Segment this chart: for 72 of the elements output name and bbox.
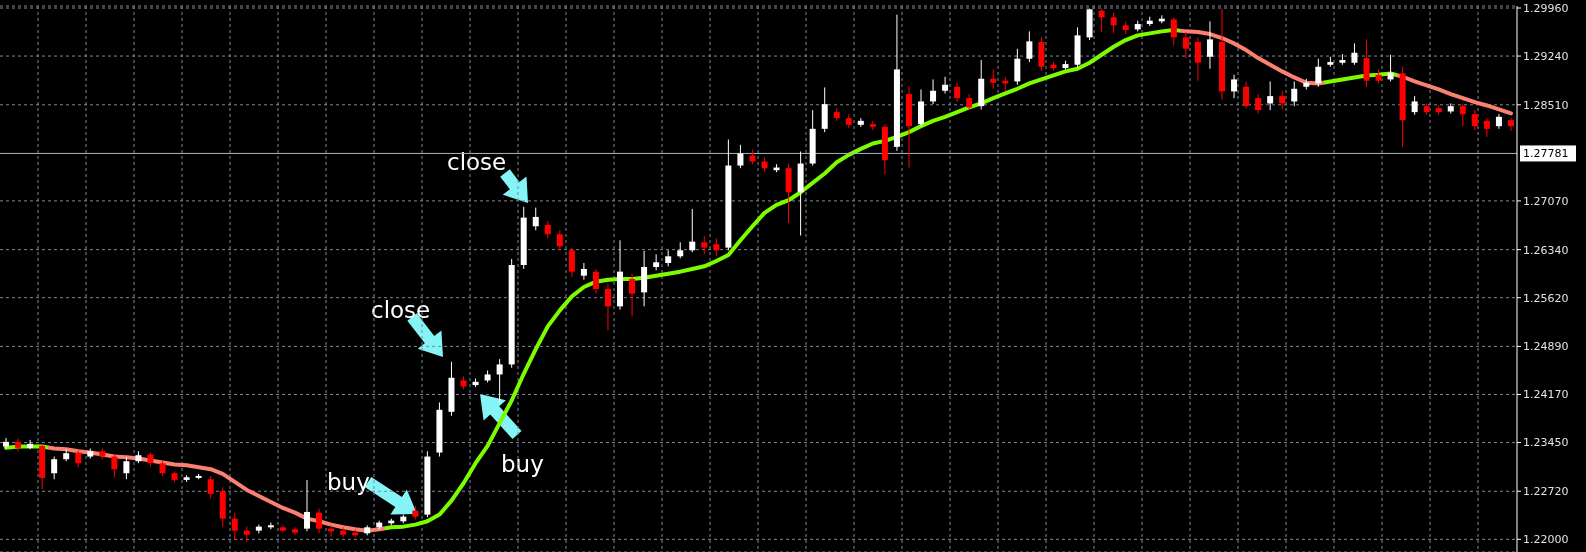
candlestick	[3, 437, 9, 450]
candlestick	[231, 512, 238, 540]
y-tick-label: 1.29240	[1523, 49, 1569, 63]
candlestick	[279, 524, 286, 534]
candlestick	[954, 82, 961, 103]
candlestick	[713, 237, 720, 257]
y-tick-label: 1.29960	[1523, 1, 1569, 15]
y-tick-label: 1.25620	[1523, 291, 1569, 305]
candlestick	[592, 268, 599, 295]
y-tick-label: 1.26340	[1523, 243, 1569, 257]
candlestick	[1483, 117, 1490, 138]
candlestick	[51, 456, 58, 480]
candlestick	[556, 229, 563, 251]
y-tick-label: 1.24890	[1523, 340, 1569, 354]
candlestick	[316, 508, 323, 534]
candlestick	[918, 88, 925, 128]
candlestick	[1315, 58, 1322, 88]
candlestick	[1194, 36, 1201, 82]
candlestick	[1459, 102, 1466, 127]
y-tick-label: 1.27070	[1523, 194, 1569, 208]
candlestick	[689, 208, 696, 253]
y-tick-label: 1.24170	[1523, 388, 1569, 402]
candlestick	[1243, 80, 1250, 109]
candlestick	[111, 454, 118, 478]
candlestick	[1291, 80, 1298, 107]
annotation: close	[371, 297, 431, 323]
candlestick	[930, 78, 937, 105]
candlestick	[1231, 74, 1238, 99]
candlestick	[1026, 30, 1033, 63]
candlestick	[1411, 95, 1418, 116]
candlestick	[123, 456, 130, 480]
candlestick	[629, 273, 636, 317]
candlestick	[1098, 8, 1105, 33]
candlestick	[1267, 80, 1274, 111]
candlestick	[1351, 42, 1358, 66]
candlestick	[1471, 109, 1478, 131]
candlestick	[737, 144, 744, 169]
candlestick	[1182, 31, 1189, 59]
candlestick	[1387, 54, 1394, 82]
annotation: buy	[327, 469, 370, 495]
candlestick	[1110, 12, 1117, 34]
annotation: close	[447, 149, 507, 175]
candlestick	[653, 253, 660, 271]
candlestick	[267, 522, 274, 530]
annotation: buy	[501, 451, 544, 477]
candlestick	[532, 207, 539, 231]
candlestick	[291, 526, 298, 536]
candlestick	[207, 475, 214, 500]
candlestick	[303, 479, 310, 532]
candlestick	[1363, 38, 1370, 88]
candlestick	[1014, 48, 1021, 86]
candlestick	[1255, 93, 1262, 114]
candlestick	[340, 526, 347, 538]
candlestick	[568, 247, 575, 278]
candlestick	[990, 68, 997, 90]
y-tick-label: 1.23450	[1523, 436, 1569, 450]
candlestick	[15, 438, 22, 452]
candlestick	[1279, 90, 1286, 110]
candlestick	[27, 439, 34, 450]
candlestick	[942, 76, 949, 94]
ref-line-label: 1.27781	[1523, 147, 1569, 161]
candlestick	[580, 262, 587, 281]
candlestick	[604, 283, 611, 331]
candlestick	[1507, 117, 1514, 132]
candlestick	[869, 120, 876, 131]
candlestick	[1170, 16, 1177, 46]
y-tick-label: 1.22000	[1523, 533, 1569, 547]
candlestick	[1206, 20, 1213, 70]
candlestick	[701, 235, 708, 255]
candlestick	[496, 358, 503, 404]
y-tick-label: 1.28510	[1523, 98, 1569, 112]
y-tick-label: 1.22720	[1523, 485, 1569, 499]
